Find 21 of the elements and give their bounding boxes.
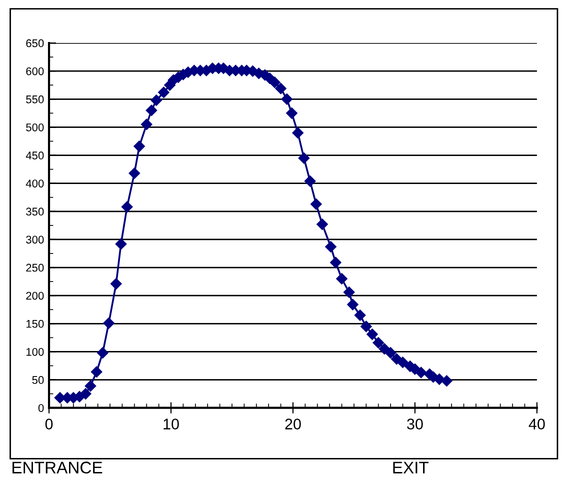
- y-tick-label: 350: [26, 208, 44, 216]
- y-tick-label: 200: [26, 292, 44, 300]
- x-tick-label: 10: [164, 418, 179, 430]
- text: ENTRANCE: [12, 462, 102, 474]
- y-tick-label: 300: [26, 236, 44, 244]
- text: EXIT: [393, 462, 429, 474]
- y-tick-label: 400: [26, 180, 44, 188]
- x-tick-label: 30: [407, 418, 423, 430]
- y-tick-label: 0: [38, 404, 44, 412]
- y-tick-label: 500: [26, 123, 44, 132]
- y-tick-label: 550: [26, 95, 44, 104]
- y-tick-label: 250: [26, 264, 44, 272]
- y-tick-label: 50: [32, 376, 44, 384]
- y-tick-label: 600: [26, 67, 44, 76]
- x-tick-label: 40: [528, 418, 545, 430]
- y-tick-label: 650: [26, 39, 44, 48]
- x-tick-label: 0: [45, 418, 53, 430]
- y-tick-label: 450: [26, 152, 44, 160]
- y-tick-label: 150: [26, 320, 44, 328]
- y-tick-label: 100: [26, 348, 44, 356]
- x-tick-label: 20: [285, 418, 301, 430]
